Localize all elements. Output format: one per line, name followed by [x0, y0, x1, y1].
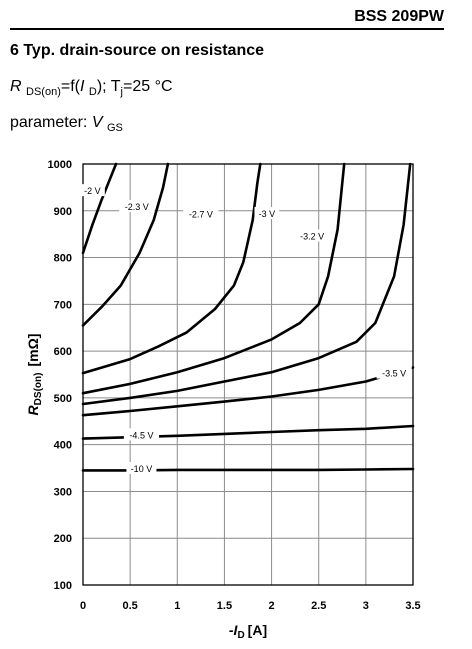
- y-tick-label: 400: [54, 440, 72, 452]
- param-label: parameter:: [10, 114, 92, 131]
- curve-labels: -2 V -2.3 V -2.7 V -3 V -3.2 V -3.5 V -4.5 V -1…: [80, 184, 412, 474]
- y-tick-label: 800: [54, 253, 72, 265]
- curve-label: -3 V: [259, 209, 276, 219]
- curve-label-bg: [119, 200, 155, 213]
- parameter-line: parameter: V GS: [10, 114, 123, 134]
- series-line: [81, 162, 118, 255]
- curve-label-bg: [80, 184, 105, 197]
- x-axis-title-main: -I: [229, 622, 239, 638]
- x-tick-label: 2.5: [311, 600, 326, 612]
- curve-label-bg: [123, 428, 160, 441]
- y-tick-label: 1000: [48, 159, 72, 171]
- axis-ticks: 100 200 300 400 500 600 700 800 900 1000 0 0.5 1 1.5 2…: [48, 159, 421, 612]
- series-lines: [81, 162, 415, 472]
- section-title: 6 Typ. drain-source on resistance: [10, 42, 265, 59]
- curve-label: -3.2 V: [300, 232, 324, 242]
- header-rule: [10, 28, 444, 30]
- cond-tj-sub: j: [120, 86, 123, 98]
- grid: [82, 163, 414, 586]
- x-tick-label: 0.5: [122, 600, 137, 612]
- param-v: V: [91, 114, 103, 131]
- curve-label: -4.5 V: [129, 430, 153, 440]
- x-tick-label: 0: [80, 600, 86, 612]
- curve-label: -2.7 V: [189, 210, 213, 220]
- y-tick-label: 300: [54, 486, 72, 498]
- x-axis-title-unit: [A]: [248, 622, 267, 638]
- test-condition: R DS(on)=f(I D); Tj=25 °C: [10, 78, 173, 98]
- cond-temp: =25 °C: [123, 78, 173, 95]
- plot-frame: [82, 163, 414, 586]
- cond-eq: =f(: [60, 78, 80, 95]
- curve-label: -2.3 V: [125, 202, 149, 212]
- curve-label-bg: [294, 229, 330, 242]
- cond-i-sub: D: [88, 86, 97, 98]
- y-tick-label: 100: [54, 580, 72, 592]
- curve-label: -3.5 V: [382, 369, 406, 379]
- y-axis-title-sub: DS(on): [33, 373, 44, 406]
- y-axis-title-main: R: [25, 404, 41, 415]
- y-tick-label: 700: [54, 299, 72, 311]
- series-line: [81, 162, 262, 375]
- y-tick-label: 500: [54, 393, 72, 405]
- document-header-part-number: BSS 209PW: [354, 8, 444, 25]
- curve-label-bg: [183, 207, 219, 220]
- curve-label: -10 V: [131, 464, 153, 474]
- x-axis-title-sub: D: [237, 630, 244, 641]
- x-tick-label: 2: [269, 600, 275, 612]
- y-tick-label: 200: [54, 533, 72, 545]
- curve-label-bg: [376, 366, 412, 379]
- x-tick-label: 3.5: [405, 600, 420, 612]
- x-tick-label: 1: [174, 600, 180, 612]
- cond-r-sub: DS(on): [26, 86, 61, 98]
- param-v-sub: GS: [106, 122, 123, 134]
- y-axis-title-unit: [mΩ]: [25, 334, 41, 367]
- series-line: [81, 366, 415, 417]
- curve-label-bg: [254, 207, 280, 220]
- y-tick-label: 900: [54, 206, 72, 218]
- x-tick-label: 3: [363, 600, 369, 612]
- y-tick-label: 600: [54, 346, 72, 358]
- y-axis-title: RDS(on) [mΩ]: [25, 334, 44, 416]
- curve-label: -2 V: [84, 186, 101, 196]
- curve-label-bg: [126, 461, 157, 474]
- x-axis-title: -ID [A]: [229, 622, 267, 641]
- x-tick-label: 1.5: [217, 600, 232, 612]
- series-line: [81, 162, 170, 327]
- cond-r: R: [10, 78, 22, 95]
- series-line: [81, 162, 412, 406]
- cond-rest: ); T: [96, 78, 121, 95]
- cond-i: I: [79, 78, 85, 95]
- series-line: [81, 162, 346, 395]
